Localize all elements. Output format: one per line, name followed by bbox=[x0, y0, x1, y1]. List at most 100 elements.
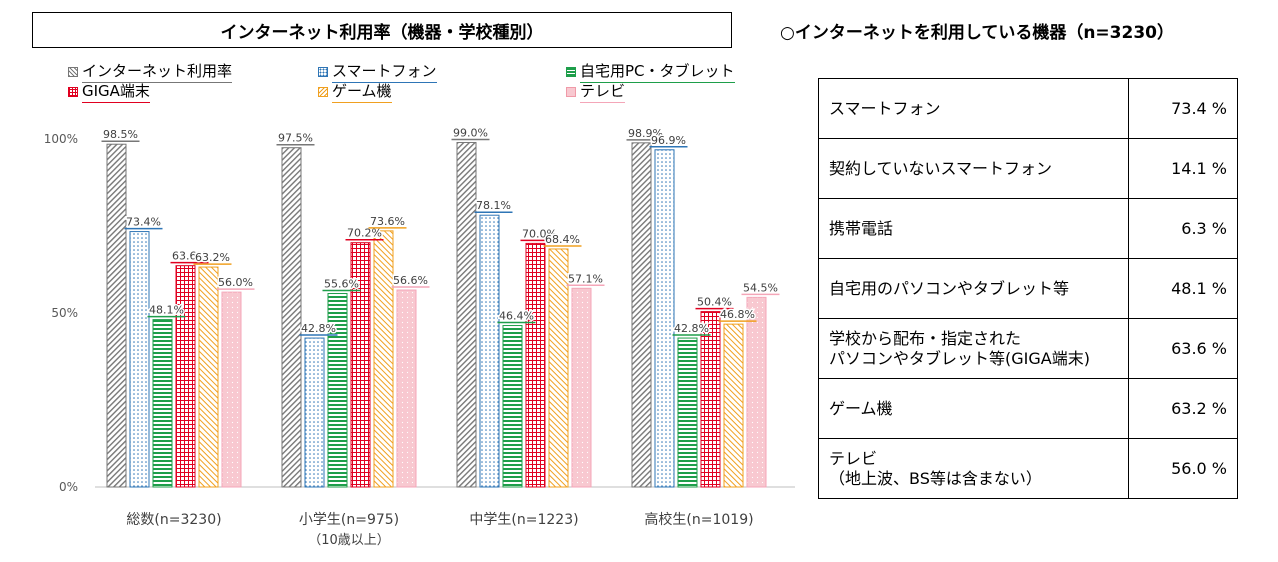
data-label: 73.4% bbox=[126, 216, 161, 229]
device-sublabel: （地上波、BS等は含まない） bbox=[829, 468, 1042, 488]
device-label: スマートフォン bbox=[829, 98, 941, 118]
device-value: 63.2 % bbox=[1128, 378, 1238, 439]
device-table-row: スマートフォン 73.4 % bbox=[818, 78, 1238, 139]
device-label-cell: 契約していないスマートフォン bbox=[818, 138, 1129, 199]
device-value: 63.6 % bbox=[1128, 318, 1238, 379]
bar-blue bbox=[304, 337, 325, 488]
data-label: 48.1% bbox=[149, 304, 184, 317]
chart-legend: インターネット利用率 スマートフォン 自宅用PC・タブレット GIGA端末 ゲー… bbox=[68, 60, 788, 103]
bar-red bbox=[525, 242, 546, 488]
data-label: 98.9% bbox=[628, 127, 663, 140]
x-tick-label: 高校生(n=1019) bbox=[644, 511, 753, 528]
device-label-cell: ゲーム機 bbox=[818, 378, 1129, 439]
device-value: 56.0 % bbox=[1128, 438, 1238, 499]
legend-item-tv: テレビ bbox=[566, 80, 626, 103]
data-label: 63.2% bbox=[195, 251, 230, 264]
legend-item-internet: インターネット利用率 bbox=[68, 60, 233, 83]
data-label: 42.8% bbox=[301, 322, 336, 335]
legend-swatch-blue bbox=[318, 66, 328, 77]
data-label: 97.5% bbox=[278, 132, 313, 145]
data-label: 98.5% bbox=[103, 128, 138, 141]
data-label: 46.8% bbox=[720, 308, 755, 321]
device-label-cell: スマートフォン bbox=[818, 78, 1129, 139]
bar-green bbox=[327, 293, 348, 488]
device-table-row: 自宅用のパソコンやタブレット等 48.1 % bbox=[818, 258, 1238, 319]
data-label: 46.4% bbox=[499, 310, 534, 323]
device-table-row: 携帯電話 6.3 % bbox=[818, 198, 1238, 259]
bar-red bbox=[175, 265, 196, 488]
bar-green bbox=[677, 337, 698, 488]
data-label: 54.5% bbox=[743, 281, 778, 294]
device-table-row: 学校から配布・指定された パソコンやタブレット等(GIGA端末) 63.6 % bbox=[818, 318, 1238, 379]
legend-swatch-gray bbox=[68, 66, 78, 77]
device-table: スマートフォン 73.4 % 契約していないスマートフォン 14.1 % 携帯電話 6.3… bbox=[818, 78, 1238, 499]
device-label: 学校から配布・指定された bbox=[829, 328, 1022, 348]
device-label: 契約していないスマートフォン bbox=[829, 158, 1053, 178]
legend-item-smartphone: スマートフォン bbox=[318, 60, 437, 83]
device-value: 73.4 % bbox=[1128, 78, 1238, 139]
legend-item-game: ゲーム機 bbox=[318, 80, 392, 103]
device-table-row: 契約していないスマートフォン 14.1 % bbox=[818, 138, 1238, 199]
device-value: 14.1 % bbox=[1128, 138, 1238, 199]
data-label: 73.6% bbox=[370, 215, 405, 228]
y-tick-label: 50% bbox=[51, 306, 78, 320]
bar-gray bbox=[106, 143, 127, 488]
data-label: 56.0% bbox=[218, 276, 253, 289]
legend-label: 自宅用PC・タブレット bbox=[580, 60, 735, 83]
data-label: 55.6% bbox=[324, 278, 359, 291]
bar-pink bbox=[396, 289, 417, 488]
device-label-cell: テレビ （地上波、BS等は含まない） bbox=[818, 438, 1129, 499]
bar-pink bbox=[221, 291, 242, 488]
device-label: テレビ bbox=[829, 448, 878, 468]
x-tick-sublabel: （10歳以上） bbox=[308, 533, 390, 548]
data-label: 78.1% bbox=[476, 199, 511, 212]
data-label: 70.0% bbox=[522, 227, 557, 240]
bar-chart: 0% 50% 100% 総数(n=3230) 小学生(n=975) （10歳以上） 中学生(… bbox=[44, 125, 795, 548]
legend-swatch-pink bbox=[566, 86, 576, 97]
data-label: 68.4% bbox=[545, 233, 580, 246]
bar-gray bbox=[631, 142, 652, 488]
data-label: 70.2% bbox=[347, 227, 382, 240]
legend-swatch-orange bbox=[318, 86, 328, 97]
bar-blue bbox=[129, 231, 150, 488]
bar-gray bbox=[281, 147, 302, 488]
x-tick-label: 中学生(n=1223) bbox=[469, 512, 578, 528]
device-table-row: テレビ （地上波、BS等は含まない） 56.0 % bbox=[818, 438, 1238, 499]
bar-orange bbox=[723, 323, 744, 488]
bar-blue bbox=[479, 214, 500, 488]
bar-orange bbox=[548, 248, 569, 488]
device-label-cell: 学校から配布・指定された パソコンやタブレット等(GIGA端末) bbox=[818, 318, 1129, 379]
device-table-title: ○インターネットを利用している機器（n=3230） bbox=[780, 23, 1174, 43]
device-label: 自宅用のパソコンやタブレット等 bbox=[829, 278, 1070, 298]
device-label: 携帯電話 bbox=[829, 218, 894, 238]
x-tick-label: 小学生(n=975) bbox=[299, 512, 399, 528]
legend-label: GIGA端末 bbox=[82, 80, 150, 103]
bar-green bbox=[502, 325, 523, 488]
legend-label: インターネット利用率 bbox=[82, 60, 233, 83]
y-tick-label: 0% bbox=[59, 480, 78, 494]
device-label: ゲーム機 bbox=[829, 398, 893, 418]
bar-orange bbox=[198, 266, 219, 488]
bar-pink bbox=[571, 287, 592, 488]
legend-swatch-red bbox=[68, 86, 78, 97]
bar-gray bbox=[456, 141, 477, 488]
data-label: 56.6% bbox=[393, 274, 428, 287]
legend-item-home-pc: 自宅用PC・タブレット bbox=[566, 60, 735, 83]
x-tick-label: 総数(n=3230) bbox=[126, 512, 221, 528]
legend-swatch-green bbox=[566, 66, 576, 77]
legend-label: テレビ bbox=[580, 80, 626, 103]
bar-pink bbox=[746, 296, 767, 488]
data-label: 50.4% bbox=[697, 296, 732, 309]
device-label-cell: 自宅用のパソコンやタブレット等 bbox=[818, 258, 1129, 319]
bar-red bbox=[700, 311, 721, 488]
bar-green bbox=[152, 319, 173, 488]
data-label: 57.1% bbox=[568, 272, 603, 285]
data-label: 42.8% bbox=[674, 322, 709, 335]
data-label: 63.6% bbox=[172, 250, 207, 263]
data-label: 99.0% bbox=[453, 126, 488, 139]
bar-red bbox=[350, 242, 371, 488]
bar-orange bbox=[373, 230, 394, 488]
legend-label: スマートフォン bbox=[332, 60, 437, 83]
device-value: 6.3 % bbox=[1128, 198, 1238, 259]
data-label: 96.9% bbox=[651, 134, 686, 147]
